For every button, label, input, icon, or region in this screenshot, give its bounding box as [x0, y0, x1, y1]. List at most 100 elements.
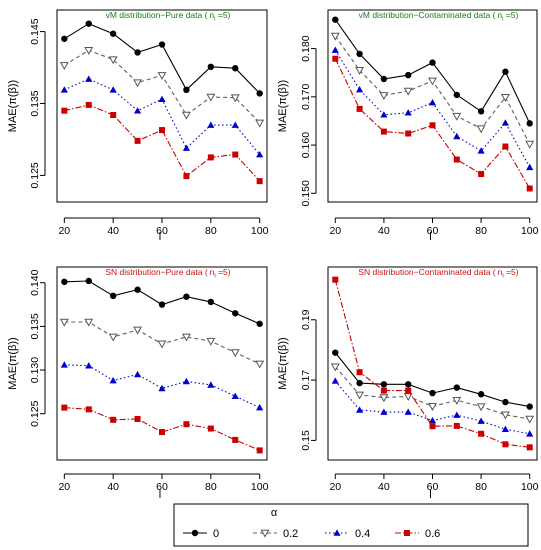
data-point — [453, 91, 461, 99]
series-0.6 — [332, 276, 533, 451]
data-point — [232, 310, 239, 317]
data-point — [428, 77, 437, 86]
data-point — [109, 376, 117, 384]
data-point — [429, 59, 436, 66]
x-tick-label: 100 — [521, 481, 539, 493]
data-point — [183, 421, 190, 428]
data-point — [330, 32, 340, 41]
data-point — [207, 298, 215, 306]
data-point — [61, 35, 68, 42]
legend-title: α — [271, 507, 278, 519]
data-point — [428, 403, 437, 411]
data-point — [207, 425, 214, 432]
data-point — [255, 360, 265, 369]
y-tick-label: 0.15 — [300, 430, 312, 451]
x-axis-label: l — [159, 231, 161, 243]
plot-frame — [327, 9, 538, 203]
data-point — [380, 381, 388, 388]
data-point — [133, 79, 143, 88]
series-0 — [332, 16, 533, 127]
x-tick-label: 20 — [329, 225, 341, 237]
chart-title-main: SN distribution−Pure data ( — [105, 267, 207, 277]
chart-title: vM distribution−Contaminated data (ni =5… — [359, 10, 519, 23]
x-axis-label: l — [159, 489, 161, 501]
x-tick-label: 100 — [251, 481, 269, 493]
data-point — [232, 65, 239, 72]
data-point — [256, 90, 263, 97]
data-point — [428, 416, 437, 424]
data-point — [158, 41, 166, 48]
data-point — [477, 417, 485, 424]
data-point — [525, 415, 535, 424]
series-0.2 — [59, 318, 265, 369]
legend: α 0 0.2 0.4 0.6 — [173, 503, 529, 547]
series-0.6 — [61, 101, 263, 185]
data-point — [380, 75, 388, 83]
data-point — [182, 377, 191, 385]
legend-item-0.2: 0.2 — [253, 528, 298, 540]
data-point — [61, 404, 68, 411]
x-tick-label: 60 — [427, 225, 439, 237]
legend-label: 0.2 — [283, 528, 298, 540]
data-point — [85, 101, 92, 108]
data-point — [85, 362, 93, 369]
data-point — [109, 292, 117, 300]
data-point — [157, 340, 167, 349]
data-point — [356, 379, 363, 387]
data-point — [502, 398, 509, 406]
y-tick-label: 0.180 — [300, 35, 312, 61]
data-point — [380, 408, 388, 415]
data-point — [478, 430, 485, 437]
data-point — [110, 111, 117, 118]
data-point — [332, 276, 339, 283]
series-0 — [332, 349, 533, 410]
data-point — [84, 46, 94, 55]
data-point — [477, 391, 485, 398]
x-tick-label: 60 — [427, 481, 439, 493]
data-point — [85, 20, 92, 27]
data-point — [429, 389, 436, 397]
series-0 — [61, 20, 263, 97]
chart-title-sub: i — [502, 17, 503, 23]
y-axis-label: MAE(π(β)) — [7, 337, 19, 389]
data-point — [356, 50, 363, 58]
chart-title-suffix: =5) — [216, 10, 231, 20]
y-tick-label: 0.125 — [29, 162, 41, 188]
data-point — [158, 95, 166, 102]
series-0.2 — [330, 32, 535, 149]
series-0.2 — [59, 46, 265, 128]
data-point — [256, 150, 264, 158]
series-0.6 — [61, 404, 263, 454]
data-point — [355, 85, 364, 93]
data-point — [182, 144, 191, 151]
data-point — [501, 425, 510, 433]
data-point — [231, 121, 239, 128]
y-tick-label: 0.140 — [29, 269, 41, 295]
data-point — [207, 154, 214, 161]
data-point — [207, 121, 215, 128]
data-point — [230, 94, 240, 103]
data-point — [476, 403, 486, 412]
series-0.2 — [330, 363, 535, 424]
data-point — [256, 320, 263, 327]
data-point — [500, 94, 510, 102]
y-tick-label: 0.135 — [29, 313, 41, 339]
data-point — [526, 403, 533, 410]
y-tick-label: 0.160 — [300, 132, 312, 158]
data-point — [230, 349, 240, 358]
data-point — [380, 128, 387, 135]
y-tick-label: 0.130 — [29, 357, 41, 383]
data-point — [404, 71, 412, 79]
data-point — [133, 107, 142, 114]
data-point — [256, 404, 264, 411]
plot-frame — [327, 266, 538, 461]
data-point — [453, 384, 461, 391]
x-tick-label: 80 — [205, 481, 217, 493]
data-point — [255, 119, 265, 128]
legend-label: 0 — [213, 528, 219, 540]
data-point — [181, 111, 191, 120]
y-axis-label: MAE(π(β)) — [277, 337, 289, 389]
data-point — [110, 416, 117, 423]
